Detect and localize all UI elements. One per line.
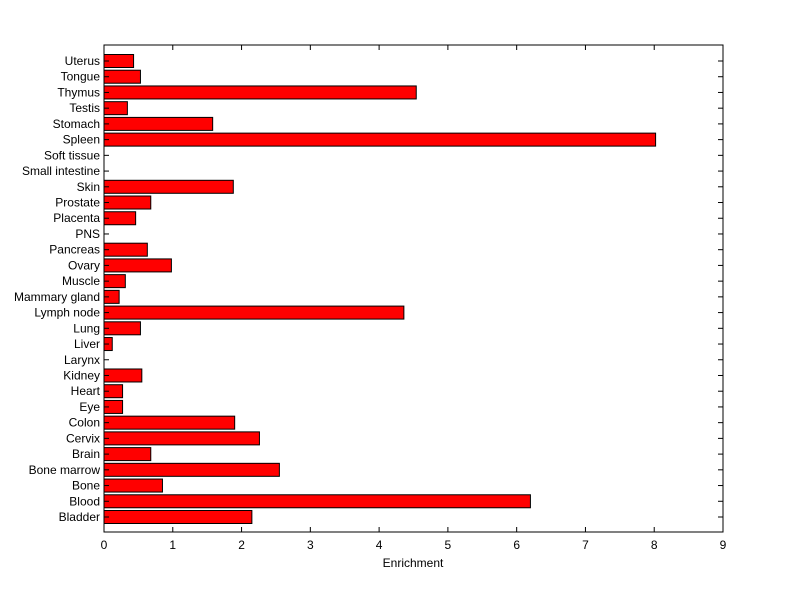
x-tick-label: 4 <box>376 538 383 552</box>
bar <box>103 494 531 509</box>
y-tick-label: Uterus <box>65 54 100 68</box>
bar <box>103 179 234 194</box>
y-tick-label: Muscle <box>62 274 100 288</box>
bar <box>103 368 143 383</box>
bar <box>103 85 417 100</box>
y-tick-label: Heart <box>71 384 101 398</box>
y-tick-label: Bone <box>72 479 100 493</box>
ticks-layer <box>103 45 724 532</box>
x-tick-label: 0 <box>101 538 108 552</box>
y-tick-label: Lymph node <box>34 306 100 320</box>
bar <box>103 69 141 84</box>
y-tick-label: Spleen <box>63 133 100 147</box>
x-axis-title: Enrichment <box>383 556 444 570</box>
bar <box>103 431 260 446</box>
y-tick-label: Soft tissue <box>44 148 100 162</box>
x-tick-label: 5 <box>445 538 452 552</box>
bar <box>103 258 172 273</box>
x-tick-label: 6 <box>513 538 520 552</box>
y-tick-label: Brain <box>72 447 100 461</box>
y-tick-label: Placenta <box>53 211 100 225</box>
y-tick-label: Bone marrow <box>29 463 101 477</box>
y-tick-label: Prostate <box>55 196 100 210</box>
x-tick-label: 9 <box>720 538 727 552</box>
bar <box>103 462 280 477</box>
bar <box>103 447 152 462</box>
y-tick-label: Small intestine <box>22 164 100 178</box>
y-tick-label: Cervix <box>66 431 100 445</box>
bar <box>103 415 236 430</box>
y-tick-label: Colon <box>69 416 100 430</box>
y-tick-label: Ovary <box>68 258 100 272</box>
bar <box>103 321 141 336</box>
y-tick-label: Pancreas <box>49 243 100 257</box>
y-tick-label: Skin <box>77 180 100 194</box>
y-tick-label: Bladder <box>59 510 100 524</box>
y-tick-label: Testis <box>69 101 100 115</box>
bar <box>103 195 152 210</box>
bar <box>103 132 657 147</box>
y-tick-label: Liver <box>74 337 100 351</box>
y-tick-label: Eye <box>79 400 100 414</box>
y-tick-label: Larynx <box>64 353 100 367</box>
y-tick-label: Mammary gland <box>14 290 100 304</box>
bar <box>103 116 214 131</box>
x-tick-label: 8 <box>651 538 658 552</box>
bar <box>103 478 163 493</box>
y-tick-label: PNS <box>75 227 100 241</box>
x-tick-label: 1 <box>169 538 176 552</box>
x-tick-label: 3 <box>307 538 314 552</box>
y-tick-label: Lung <box>73 321 100 335</box>
y-tick-label: Blood <box>69 494 100 508</box>
x-tick-label: 2 <box>238 538 245 552</box>
bar <box>103 242 148 257</box>
x-tick-label: 7 <box>582 538 589 552</box>
y-tick-label: Stomach <box>53 117 100 131</box>
bars-layer <box>103 54 657 524</box>
bar <box>103 305 405 320</box>
y-tick-label: Thymus <box>57 85 100 99</box>
y-tick-label: Tongue <box>61 70 101 84</box>
bar <box>103 510 253 524</box>
y-tick-label: Kidney <box>63 368 100 382</box>
